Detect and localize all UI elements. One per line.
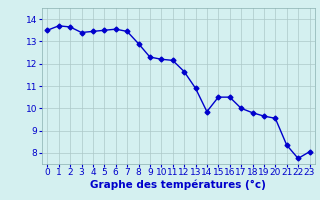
X-axis label: Graphe des températures (°c): Graphe des températures (°c) [91,180,266,190]
